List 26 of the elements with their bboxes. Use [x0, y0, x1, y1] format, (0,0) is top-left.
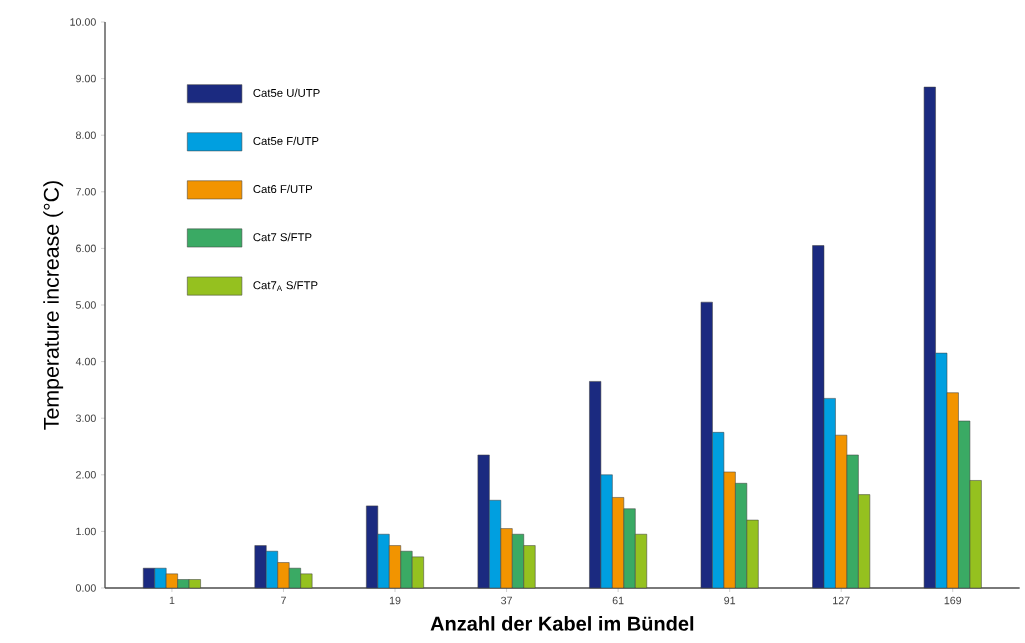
legend-label: Cat7$_{A}$ S/FTP [253, 280, 318, 291]
y-tick-label: 4.00 [75, 357, 96, 366]
x-tick-label: 37 [501, 596, 512, 605]
legend-label: Cat5e F/UTP [253, 136, 319, 146]
y-tick-label: 8.00 [75, 131, 96, 139]
x-tick-label: 19 [389, 596, 401, 605]
y-axis-title: Temperature increase (°C) [43, 181, 64, 430]
y-tick-label: 3.00 [75, 414, 96, 422]
legend-label: Cat6 F/UTP [253, 184, 313, 194]
legend-label: Cat7 S/FTP [253, 232, 312, 242]
x-axis-title: Anzahl der Kabel im Bündel [430, 616, 694, 631]
y-tick-label: 1.00 [76, 527, 96, 536]
y-tick-label: 5.00 [75, 301, 96, 309]
x-tick-label: 169 [944, 596, 962, 605]
y-tick-label: 7.00 [76, 188, 96, 196]
x-tick-label: 127 [833, 596, 850, 605]
x-tick-label: 1 [169, 596, 175, 605]
y-tick-label: 2.00 [76, 471, 96, 479]
legend-label: Cat5e U/UTP [253, 88, 320, 97]
x-tick-label: 7 [281, 596, 286, 605]
y-tick-label: 0.00 [75, 584, 96, 592]
x-tick-label: 91 [724, 596, 736, 605]
y-tick-label: 10.00 [70, 18, 96, 26]
x-tick-label: 61 [612, 596, 624, 605]
y-tick-label: 6.00 [76, 244, 96, 253]
y-tick-label: 9.00 [76, 74, 96, 83]
